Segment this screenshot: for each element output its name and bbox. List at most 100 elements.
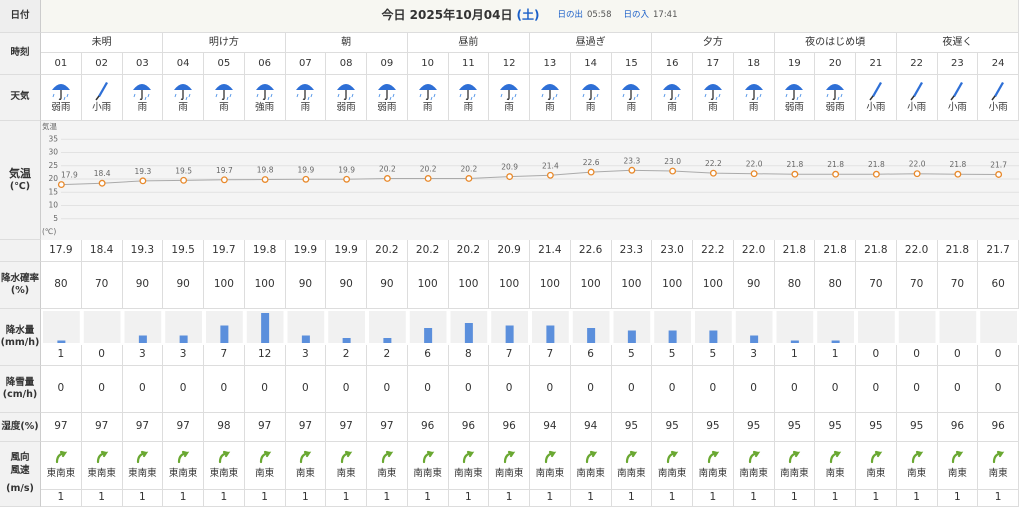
rain-drops: [133, 94, 150, 101]
temp-point-label: 19.5: [175, 166, 192, 175]
wind-dir: 南東: [255, 468, 275, 480]
wind-icon: [707, 451, 720, 464]
wind-cell: 南南東: [489, 442, 530, 490]
temp-point-label: 22.2: [705, 159, 722, 168]
wind-icon: [544, 451, 557, 464]
weather-text: 雨: [708, 102, 718, 114]
hour: 08: [326, 53, 367, 75]
temp-point: [587, 168, 595, 176]
wind-cell: 東南東: [122, 442, 164, 490]
prob-label-unit: (%): [10, 285, 30, 296]
umbrella-closed: [953, 82, 964, 98]
precip-bar: [831, 340, 840, 343]
wind-cell: 南東: [856, 442, 897, 490]
sun-times: 日の出 05:58 日の入 17:41: [557, 10, 677, 21]
temp-point: [57, 181, 65, 189]
prob-value: 80: [774, 262, 816, 309]
precip-value: 3: [733, 345, 775, 366]
period: 昼過ぎ: [530, 33, 653, 53]
weather-text: 強雨: [255, 102, 275, 114]
prob-value: 100: [693, 262, 734, 309]
temp-point-label: 21.8: [827, 160, 844, 169]
temp-value: 21.8: [774, 240, 816, 262]
humidity-value: 97: [285, 413, 327, 442]
y-tick-label: 30: [48, 148, 58, 157]
snow-value: 0: [407, 366, 449, 413]
weather-icon: [581, 84, 600, 101]
wind-dir: 南東: [988, 468, 1008, 480]
temp-point-label: 19.3: [135, 167, 152, 176]
weather-icon: [133, 84, 152, 101]
wind-dir-label: 風向: [10, 452, 30, 464]
prob-label: 降水確率 (%): [0, 262, 41, 309]
wind-cell: 南東: [815, 442, 856, 490]
wind-icon: [789, 451, 801, 464]
wind-arrow: [830, 451, 842, 464]
temp-value: 21.8: [856, 240, 897, 262]
precip-value: 0: [81, 345, 123, 366]
temp-point-label: 17.9: [61, 171, 78, 180]
y-tick-label: 20: [48, 174, 58, 183]
umbrella: [296, 84, 315, 91]
umbrella-handle: [710, 90, 714, 101]
umbrella-handle: [669, 90, 673, 101]
humidity-value: 95: [896, 413, 938, 442]
snow-value: 0: [122, 366, 164, 413]
weather-cell: 雨: [733, 75, 775, 121]
weather-icon: [377, 84, 396, 101]
hour: 24: [978, 53, 1019, 75]
hour: 06: [244, 53, 286, 75]
wind-dir: 東南東: [46, 468, 76, 480]
temp-label-unit: (℃): [9, 180, 31, 192]
weather-icon: [500, 84, 519, 101]
precip-cell-bg: [939, 311, 977, 343]
temp-value: 19.9: [285, 240, 327, 262]
prob-value: 100: [530, 262, 571, 309]
hour: 14: [570, 53, 612, 75]
wind-cell: 南東: [367, 442, 408, 490]
precip-value: 0: [896, 345, 938, 366]
temp-value: 21.4: [530, 240, 571, 262]
prob-label-text: 降水確率: [0, 272, 39, 284]
precip-bar: [587, 328, 596, 343]
hour: 21: [856, 53, 897, 75]
snow-value: 0: [244, 366, 286, 413]
sunrise: 05:58: [586, 10, 612, 21]
wind-arrow: [544, 451, 557, 464]
wind-icon: [463, 451, 475, 464]
temp-point-label: 21.7: [990, 160, 1007, 169]
temp-num-label: [0, 240, 41, 262]
temp-line: [61, 169, 999, 186]
hour: 19: [774, 53, 816, 75]
wind-icon: [870, 451, 883, 464]
wind-dir: 南南東: [494, 468, 524, 480]
precip-bar: [709, 330, 718, 343]
snow-value: 0: [41, 366, 82, 413]
temp-point: [669, 167, 677, 175]
wind-speed: 1: [41, 490, 82, 507]
temp-point: [343, 175, 351, 183]
precip-cell-bg: [328, 311, 365, 343]
snow-value: 0: [856, 366, 897, 413]
snow-value: 0: [448, 366, 490, 413]
period: 夕方: [652, 33, 775, 53]
hour: 05: [204, 53, 245, 75]
umbrella: [51, 84, 70, 91]
precip-bar: [750, 335, 759, 343]
weather-cell: 雨: [204, 75, 245, 121]
precip-value: 5: [611, 345, 653, 366]
prob-value: 90: [733, 262, 775, 309]
temp-value: 21.8: [937, 240, 979, 262]
snow-value: 0: [489, 366, 530, 413]
wind-dir: 南南東: [698, 468, 728, 480]
sunset-label: 日の入: [623, 10, 649, 21]
temp-point-label: 20.9: [501, 163, 518, 172]
precip-bar: [138, 335, 147, 343]
weather-icon: [214, 84, 233, 101]
temp-point: [139, 177, 147, 185]
snow-label-text: 降雪量: [5, 376, 35, 388]
weather-icon: [459, 84, 478, 101]
precip-value: 3: [163, 345, 204, 366]
temp-point-label: 19.9: [338, 165, 355, 174]
wind-dir: 南南東: [739, 468, 768, 480]
